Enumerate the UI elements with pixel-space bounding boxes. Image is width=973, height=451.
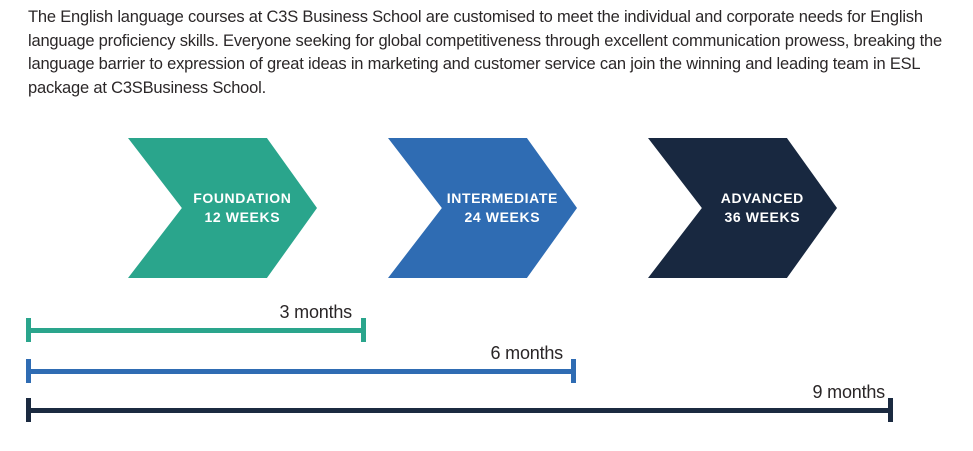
bar-label: 9 months: [812, 382, 886, 402]
stage-chevron-intermediate: INTERMEDIATE 24 WEEKS: [388, 138, 577, 278]
stage-label-intermediate: INTERMEDIATE 24 WEEKS: [437, 189, 567, 227]
bar-right-cap: [888, 398, 893, 422]
bar-line: [26, 369, 576, 374]
bar-label: 6 months: [490, 343, 564, 363]
stage-chevron-foundation: FOUNDATION 12 WEEKS: [128, 138, 317, 278]
stage-name: ADVANCED: [720, 190, 804, 206]
stage-chevron-advanced: ADVANCED 36 WEEKS: [648, 138, 837, 278]
stage-duration: 36 WEEKS: [724, 209, 801, 225]
bar-left-cap: [26, 359, 31, 383]
bar-left-cap: [26, 398, 31, 422]
stage-label-foundation: FOUNDATION 12 WEEKS: [177, 189, 307, 227]
bar-line: [26, 408, 893, 413]
bar-line: [26, 328, 366, 333]
stage-duration: 24 WEEKS: [464, 209, 541, 225]
bar-left-cap: [26, 318, 31, 342]
intro-paragraph: The English language courses at C3S Busi…: [28, 8, 942, 97]
stage-name: INTERMEDIATE: [446, 190, 558, 206]
stage-duration: 12 WEEKS: [204, 209, 281, 225]
stage-label-advanced: ADVANCED 36 WEEKS: [697, 189, 827, 227]
bar-right-cap: [571, 359, 576, 383]
bar-label: 3 months: [279, 302, 353, 322]
stage-name: FOUNDATION: [193, 190, 292, 206]
bar-right-cap: [361, 318, 366, 342]
